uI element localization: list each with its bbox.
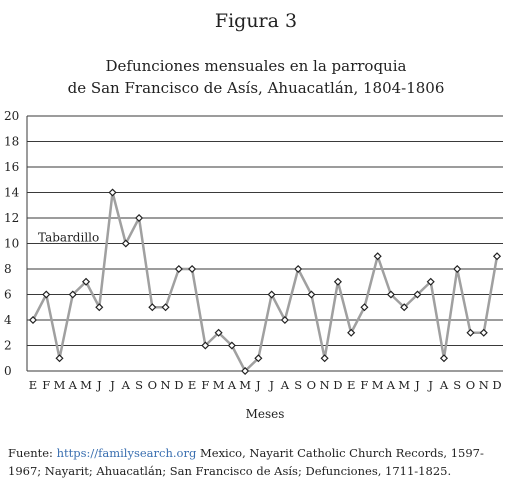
data-point: [347, 328, 356, 337]
x-tick-label: O: [148, 378, 157, 392]
data-point: [241, 366, 250, 376]
data-point: [28, 315, 38, 325]
y-tick-label: 6: [4, 288, 12, 302]
data-point: [227, 341, 236, 350]
annotation-label: Tabardillo: [38, 231, 99, 245]
y-tick-label: 0: [4, 364, 12, 378]
data-point: [42, 290, 51, 299]
data-point: [360, 303, 369, 312]
data-point: [280, 315, 289, 325]
data-point: [201, 341, 210, 350]
x-tick-label: F: [42, 378, 50, 392]
data-point: [135, 213, 144, 223]
x-tick-label: J: [96, 378, 102, 392]
y-tick-label: 18: [4, 135, 19, 149]
data-point: [386, 290, 395, 299]
x-tick-label: A: [439, 378, 449, 392]
data-point: [333, 277, 342, 286]
x-tick-label: M: [80, 378, 92, 392]
data-point: [307, 290, 316, 299]
x-tick-label: M: [372, 378, 384, 392]
x-tick-label: F: [201, 378, 209, 392]
x-tick-label: A: [280, 378, 290, 392]
x-tick-label: A: [121, 378, 131, 392]
x-tick-label: S: [294, 378, 302, 392]
data-point: [148, 303, 157, 312]
x-tick-label: D: [174, 378, 183, 392]
series-line: [31, 191, 499, 373]
x-tick-label: S: [135, 378, 143, 392]
data-point: [68, 290, 77, 299]
figure-label: Figura 3: [214, 10, 298, 32]
y-tick-label: 8: [4, 262, 12, 276]
x-tick-label: J: [268, 378, 274, 392]
x-tick-label: F: [360, 378, 368, 392]
x-tick-label: N: [479, 378, 489, 392]
data-point: [214, 328, 223, 337]
data-point: [413, 290, 422, 299]
caption-suffix: Mexico, Nayarit Catholic Church Records,…: [8, 446, 484, 478]
x-tick-label: M: [398, 378, 410, 392]
data-point: [426, 277, 435, 286]
y-tick-label: 10: [4, 237, 19, 251]
y-tick-label: 20: [4, 109, 19, 123]
x-tick-label: N: [161, 378, 171, 392]
data-point: [188, 264, 197, 274]
x-tick-label: O: [466, 378, 475, 392]
x-tick-label: J: [109, 378, 115, 392]
data-point: [81, 277, 91, 286]
x-tick-label: N: [320, 378, 330, 392]
data-point: [254, 354, 263, 363]
y-tick-label: 2: [4, 339, 12, 353]
data-point: [479, 328, 488, 337]
x-tick-label: M: [54, 378, 66, 392]
x-tick-label: S: [453, 378, 461, 392]
x-tick-label: J: [414, 378, 420, 392]
x-tick-label: A: [386, 378, 396, 392]
chart-title-line-1: Defunciones mensuales en la parroquia: [105, 57, 407, 75]
data-point: [121, 239, 130, 248]
x-tick-label: D: [333, 378, 342, 392]
data-point: [466, 328, 475, 337]
source-caption: Fuente: https://familysearch.org Mexico,…: [8, 444, 508, 480]
x-tick-label: J: [255, 378, 261, 392]
data-point: [373, 252, 382, 261]
x-tick-label: D: [492, 378, 501, 392]
data-point: [108, 188, 117, 197]
data-point: [320, 354, 329, 363]
data-point: [294, 264, 303, 274]
x-tick-label: A: [227, 378, 237, 392]
source-link[interactable]: https://familysearch.org: [56, 446, 197, 460]
y-tick-label: 12: [4, 211, 19, 225]
data-point: [492, 252, 502, 261]
x-tick-label: J: [427, 378, 433, 392]
chart-title-line-2: de San Francisco de Asís, Ahuacatlán, 18…: [67, 79, 445, 97]
caption-prefix: Fuente:: [8, 446, 57, 460]
x-tick-label: E: [188, 378, 196, 392]
x-tick-label: E: [29, 378, 37, 392]
data-point: [161, 303, 170, 312]
data-point: [95, 303, 104, 312]
data-point: [400, 303, 409, 312]
y-tick-label: 4: [4, 313, 12, 327]
data-point: [174, 264, 183, 274]
x-tick-label: E: [347, 378, 355, 392]
y-tick-label: 16: [4, 160, 19, 174]
data-point: [267, 290, 276, 299]
data-point: [439, 354, 449, 363]
x-tick-label: A: [68, 378, 78, 392]
data-point: [453, 264, 462, 274]
x-tick-label: O: [307, 378, 316, 392]
data-point: [55, 354, 64, 363]
x-axis-title: Meses: [246, 407, 285, 421]
x-tick-label: M: [239, 378, 251, 392]
y-tick-label: 14: [4, 186, 20, 200]
x-tick-label: M: [213, 378, 225, 392]
